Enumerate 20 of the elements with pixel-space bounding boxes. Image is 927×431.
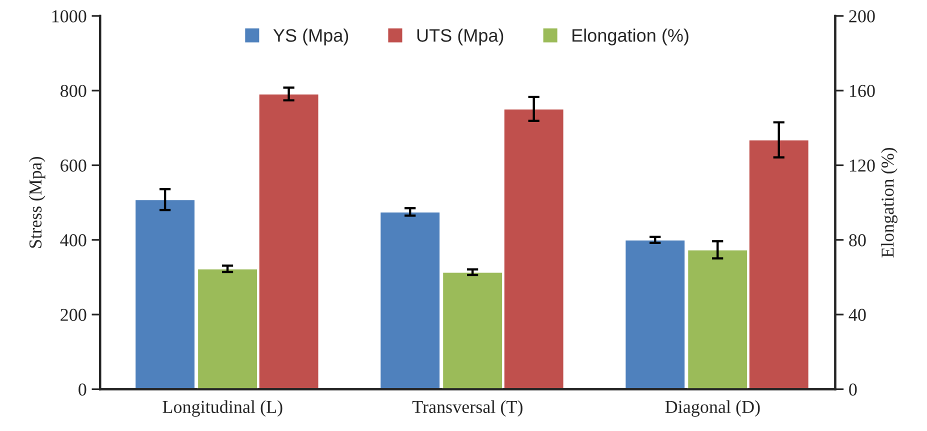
- y2-tick-label: 80: [849, 234, 866, 246]
- y-tick-label: 400: [60, 234, 86, 246]
- y2-tick-label: 0: [849, 383, 857, 396]
- y-tick-label: 600: [60, 160, 86, 172]
- y2-tick-label: 200: [849, 10, 875, 22]
- y2-tick-label: 40: [848, 308, 866, 321]
- y-tick-label: 1000: [52, 10, 86, 22]
- x-tick-label: Longitudinal (L): [162, 400, 282, 417]
- y-tick-label: 0: [78, 383, 86, 396]
- y-tick-label: 800: [60, 84, 86, 98]
- legend-label: Elongation (%): [572, 28, 688, 46]
- y2-axis-title: Elongation (%): [881, 148, 898, 258]
- x-tick-label: Transversal (T): [412, 400, 522, 417]
- legend-label: UTS (Mpa): [417, 28, 504, 46]
- legend-label: YS (Mpa): [273, 28, 348, 46]
- y2-tick-label: 160: [850, 84, 875, 98]
- y-tick-label: 200: [60, 308, 86, 321]
- y-axis-title: Stress (Mpa): [28, 156, 46, 248]
- y2-tick-label: 120: [850, 160, 875, 172]
- x-tick-label: Diagonal (D): [665, 400, 760, 417]
